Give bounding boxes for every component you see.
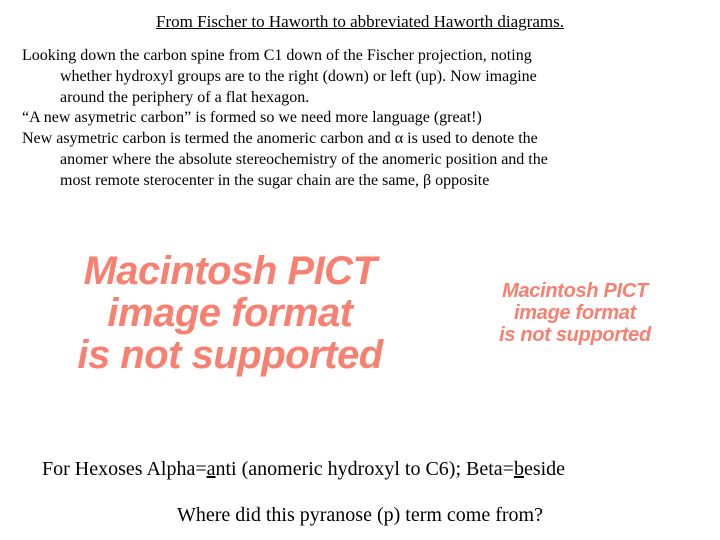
- pict-l2: image format: [107, 291, 352, 335]
- p3-l1: New asymetric carbon is termed the anome…: [22, 130, 538, 147]
- pict-placeholder-small: Macintosh PICT image format is not suppo…: [475, 280, 675, 346]
- p3-l2: anomer where the absolute stereochemistr…: [60, 151, 548, 168]
- hex-pre: For Hexoses Alpha=: [42, 458, 207, 480]
- pict-l3: is not supported: [77, 333, 382, 377]
- body-text: Looking down the carbon spine from C1 do…: [0, 32, 720, 192]
- hex-a: a: [207, 458, 216, 480]
- hex-post: eside: [524, 458, 565, 480]
- hex-mid: nti (anomeric hydroxyl to C6); Beta=: [216, 458, 514, 480]
- p1-l2: whether hydroxyl groups are to the right…: [60, 68, 537, 85]
- paragraph-2: “A new asymetric carbon” is formed so we…: [22, 108, 698, 129]
- pict-s-l2: image format: [514, 302, 636, 324]
- pict-placeholder-large: Macintosh PICT image format is not suppo…: [40, 250, 420, 376]
- pict-l1: Macintosh PICT: [83, 249, 376, 293]
- pict-placeholder-area: Macintosh PICT image format is not suppo…: [0, 250, 720, 430]
- pyranose-question: Where did this pyranose (p) term come fr…: [0, 504, 720, 527]
- p3-l3: most remote sterocenter in the sugar cha…: [60, 172, 489, 189]
- p1-l1: Looking down the carbon spine from C1 do…: [22, 47, 532, 64]
- hexoses-line: For Hexoses Alpha=anti (anomeric hydroxy…: [0, 458, 720, 481]
- paragraph-3: New asymetric carbon is termed the anome…: [22, 129, 698, 191]
- slide-title: From Fischer to Haworth to abbreviated H…: [0, 0, 720, 32]
- pict-s-l3: is not supported: [499, 324, 651, 346]
- pict-s-l1: Macintosh PICT: [502, 280, 648, 302]
- paragraph-1: Looking down the carbon spine from C1 do…: [22, 46, 698, 108]
- p1-l3: around the periphery of a flat hexagon.: [60, 89, 309, 106]
- hex-b: b: [514, 458, 524, 480]
